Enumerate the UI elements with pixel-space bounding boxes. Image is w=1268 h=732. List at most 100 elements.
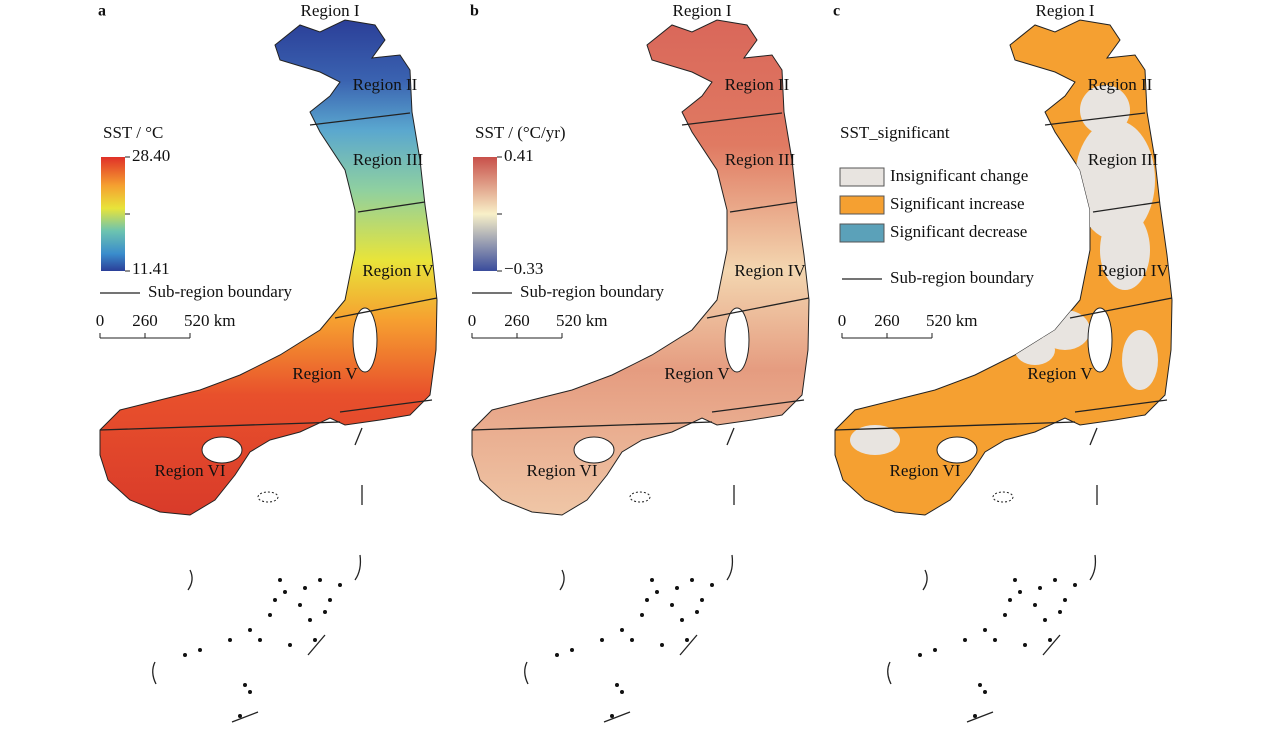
island: [268, 613, 272, 617]
island: [248, 628, 252, 632]
dash-line: [887, 661, 892, 685]
dash-line: [187, 569, 193, 591]
island: [278, 578, 282, 582]
reef: [257, 491, 279, 503]
island: [1038, 586, 1042, 590]
island: [183, 653, 187, 657]
island: [1043, 618, 1047, 622]
region-label: Region I: [300, 1, 359, 20]
dash-line: [922, 569, 928, 591]
island: [650, 578, 654, 582]
dash-line: [1042, 634, 1061, 656]
island: [238, 714, 242, 718]
scale-label: 260: [132, 311, 158, 330]
island: [198, 648, 202, 652]
island: [258, 638, 262, 642]
reef: [992, 491, 1014, 503]
coast-area: [471, 19, 810, 516]
boundary-label: Sub-region boundary: [520, 282, 665, 301]
dash-line: [1089, 554, 1097, 581]
taiwan: [352, 307, 378, 373]
scale-label: 520 km: [556, 311, 607, 330]
legend-title: SST / (°C/yr): [475, 123, 566, 142]
patch: [1080, 85, 1130, 135]
sub-region-boundary: [1069, 297, 1173, 319]
island: [228, 638, 232, 642]
island: [555, 653, 559, 657]
map-panel: b Region I Region II Region III Region IV Reg…: [468, 1, 810, 723]
insignificant-area: [850, 85, 1158, 455]
island: [933, 648, 937, 652]
dash-line: [307, 634, 326, 656]
island: [978, 683, 982, 687]
island: [685, 638, 689, 642]
sub-region-boundary: [834, 421, 1076, 431]
panel-letter: a: [98, 3, 106, 20]
region-label: Region I: [1035, 1, 1094, 20]
island: [963, 638, 967, 642]
coast-area: [99, 19, 438, 516]
region-label: Region V: [1027, 364, 1093, 383]
region-label: Region III: [353, 150, 424, 169]
colorbar-min: −0.33: [504, 259, 543, 278]
panel-letter: b: [470, 3, 479, 20]
island: [313, 638, 317, 642]
island: [1058, 610, 1062, 614]
sub-region-boundary: [357, 201, 426, 213]
island: [630, 638, 634, 642]
dash-line: [559, 569, 565, 591]
dash-line: [679, 634, 698, 656]
island: [670, 603, 674, 607]
sub-region-boundary: [1092, 201, 1161, 213]
island: [1023, 643, 1027, 647]
dash-line: [152, 661, 157, 685]
island: [695, 610, 699, 614]
island: [645, 598, 649, 602]
legend-swatch: [839, 167, 885, 187]
dash-line: [603, 711, 631, 723]
island: [1053, 578, 1057, 582]
island: [303, 586, 307, 590]
patch: [1015, 335, 1055, 365]
colorbar-max: 0.41: [504, 146, 534, 165]
island: [700, 598, 704, 602]
island: [283, 590, 287, 594]
island: [675, 586, 679, 590]
colorbar-min: 11.41: [132, 259, 170, 278]
island: [615, 683, 619, 687]
map-panel: c Region I Region II Region III Region IV Reg…: [833, 1, 1173, 723]
island: [1048, 638, 1052, 642]
sub-region-boundary: [471, 421, 713, 431]
island: [570, 648, 574, 652]
reef: [629, 491, 651, 503]
sub-region-boundary: [681, 112, 783, 126]
dash-line: [524, 661, 529, 685]
sub-region-boundary: [309, 112, 411, 126]
taiwan: [724, 307, 750, 373]
island: [1063, 598, 1067, 602]
island: [1013, 578, 1017, 582]
sub-region-boundary: [334, 297, 438, 319]
island: [1018, 590, 1022, 594]
island: [620, 690, 624, 694]
island: [983, 628, 987, 632]
legend-swatch: [839, 195, 885, 215]
island: [640, 613, 644, 617]
region-label: Region III: [1088, 150, 1159, 169]
island: [308, 618, 312, 622]
scale-label: 0: [468, 311, 477, 330]
island: [288, 643, 292, 647]
sub-region-boundary: [706, 297, 810, 319]
colorbar: [101, 157, 125, 271]
dash-line: [231, 711, 259, 723]
sub-region-boundary: [1044, 112, 1146, 126]
region-label: Region III: [725, 150, 796, 169]
island: [680, 618, 684, 622]
scale-label: 260: [504, 311, 530, 330]
island: [328, 598, 332, 602]
region-label: Region VI: [890, 461, 961, 480]
island: [660, 643, 664, 647]
island: [600, 638, 604, 642]
scale-label: 520 km: [184, 311, 235, 330]
